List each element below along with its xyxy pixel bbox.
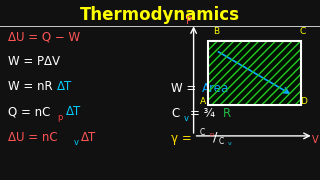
Text: = ¾: = ¾ — [190, 107, 219, 120]
Bar — [208, 40, 301, 105]
Text: W = PΔV: W = PΔV — [8, 55, 60, 68]
Text: W = nR: W = nR — [8, 80, 52, 93]
Text: A: A — [200, 97, 206, 106]
Text: C: C — [200, 128, 205, 137]
Text: ΔT: ΔT — [57, 80, 72, 93]
Bar — [208, 40, 301, 105]
Text: p: p — [57, 113, 62, 122]
Text: ΔT: ΔT — [81, 131, 96, 144]
Text: Q = nC: Q = nC — [8, 105, 50, 118]
Text: p: p — [210, 132, 214, 137]
Text: C: C — [219, 137, 224, 146]
Text: γ =: γ = — [171, 132, 196, 145]
Text: v: v — [228, 141, 232, 146]
Text: P: P — [186, 16, 192, 26]
Text: ΔU = Q − W: ΔU = Q − W — [8, 30, 80, 43]
Text: W =: W = — [171, 82, 200, 95]
Text: v: v — [74, 138, 79, 147]
Text: Area: Area — [202, 82, 229, 95]
Text: D: D — [300, 97, 308, 106]
Text: B: B — [213, 27, 219, 36]
Bar — [208, 40, 301, 105]
Text: ΔU = nC: ΔU = nC — [8, 131, 58, 144]
Text: R: R — [222, 107, 230, 120]
Text: C: C — [299, 27, 306, 36]
Text: ΔT: ΔT — [66, 105, 81, 118]
Text: v: v — [183, 114, 188, 123]
Text: V: V — [312, 135, 318, 145]
Text: Thermodynamics: Thermodynamics — [80, 6, 240, 24]
Text: /: / — [213, 130, 217, 143]
Text: C: C — [171, 107, 180, 120]
